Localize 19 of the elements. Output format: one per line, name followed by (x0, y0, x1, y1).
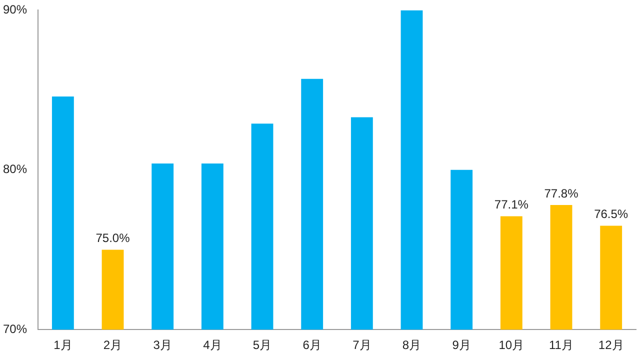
x-tick-label: 5月 (252, 338, 272, 352)
data-label: 75.0% (96, 231, 130, 246)
y-tick-label: 80% (2, 162, 28, 176)
x-tick-label: 12月 (598, 338, 624, 352)
x-tick-label: 8月 (402, 338, 422, 352)
x-tick-label: 11月 (549, 338, 574, 352)
x-tick-label: 6月 (302, 338, 322, 352)
x-tick-label: 9月 (452, 338, 471, 352)
data-label: 77.1% (494, 198, 529, 212)
y-tick-label: 70% (2, 322, 28, 336)
x-tick-label: 4月 (203, 338, 222, 352)
x-tick-label: 10月 (498, 338, 524, 352)
x-tick-label: 2月 (103, 338, 122, 352)
x-tick-label: 3月 (153, 338, 172, 352)
x-tick-label: 1月 (54, 338, 72, 352)
data-label: 76.5% (594, 207, 628, 222)
x-tick-label: 7月 (352, 338, 372, 352)
data-label: 77.8% (544, 186, 579, 200)
y-tick-label: 90% (2, 2, 28, 17)
